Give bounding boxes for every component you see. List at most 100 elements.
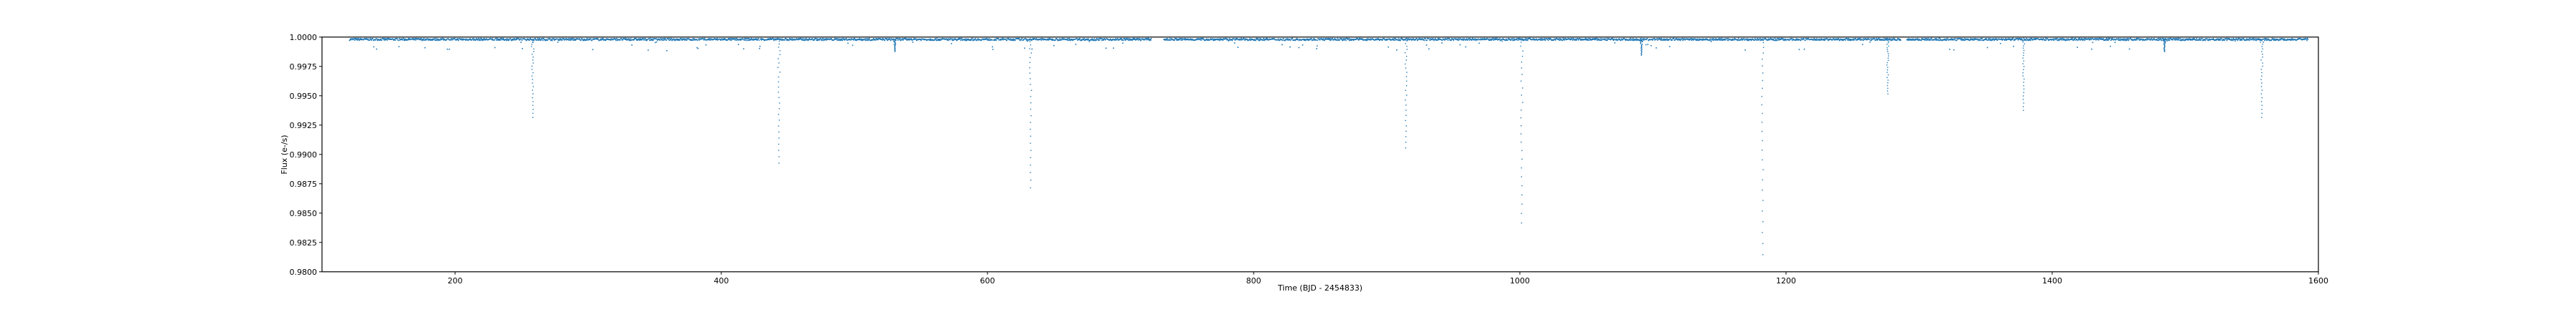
data-point (2240, 39, 2242, 41)
data-point (1689, 39, 1691, 41)
data-point (803, 39, 805, 41)
data-point (1757, 37, 1758, 39)
data-point (1179, 39, 1180, 41)
data-point (726, 39, 728, 42)
data-point (1914, 38, 1916, 40)
dip-point (893, 40, 894, 42)
data-point (1001, 39, 1002, 41)
data-point (1737, 39, 1739, 42)
data-point (1468, 38, 1470, 39)
data-point (1978, 39, 1980, 40)
data-point (394, 39, 395, 41)
data-point (708, 38, 710, 39)
data-point (2162, 37, 2164, 39)
data-point (1883, 38, 1885, 39)
data-point (904, 37, 907, 39)
dip-point (2261, 51, 2263, 52)
data-point (899, 38, 901, 39)
data-point (1785, 38, 1786, 40)
data-point (1259, 37, 1262, 39)
data-point (1956, 39, 1958, 42)
dip-point (533, 51, 535, 52)
data-point (1719, 38, 1720, 40)
data-point (1075, 44, 1077, 45)
data-point (723, 38, 725, 39)
data-point (920, 39, 922, 42)
data-point (825, 38, 827, 39)
data-point (860, 39, 862, 40)
data-point (1199, 38, 1201, 39)
data-point (821, 38, 824, 40)
data-point (389, 38, 391, 40)
data-point (1444, 39, 1445, 41)
data-point (1470, 38, 1472, 40)
data-point (1023, 38, 1025, 40)
data-point (2073, 39, 2074, 41)
data-point (1986, 39, 1988, 41)
data-point (1130, 39, 1132, 41)
data-point (2243, 38, 2245, 39)
data-point (582, 38, 583, 40)
data-point (2185, 39, 2186, 42)
data-point (987, 39, 989, 40)
data-point (1093, 38, 1096, 40)
data-point (2065, 39, 2067, 42)
data-point (1083, 39, 1085, 41)
data-point (1548, 38, 1550, 39)
data-point (1173, 39, 1174, 42)
data-point (1125, 38, 1126, 39)
data-point (1433, 39, 1435, 41)
data-point (1973, 39, 1975, 42)
dip-point (1888, 45, 1890, 47)
data-point (1342, 38, 1344, 40)
data-point (809, 37, 810, 39)
data-point (2263, 42, 2264, 43)
data-point (722, 39, 723, 41)
data-point (1259, 38, 1260, 40)
data-point (2067, 38, 2069, 39)
data-point (1533, 39, 1535, 41)
data-point (2189, 39, 2191, 41)
data-point (805, 37, 807, 39)
data-point (1999, 42, 2001, 44)
data-point (1023, 39, 1025, 41)
data-point (1400, 38, 1402, 40)
data-point (872, 38, 874, 40)
data-point (535, 37, 537, 39)
data-point (2201, 38, 2203, 40)
data-point (443, 38, 445, 40)
data-point (2257, 39, 2258, 40)
data-point (1987, 39, 1989, 41)
data-point (2223, 39, 2224, 41)
dip-point (1641, 49, 1643, 51)
data-point (1850, 39, 1852, 42)
data-point (2070, 37, 2072, 39)
data-point (1863, 39, 1865, 42)
data-point (2031, 38, 2033, 40)
data-point (705, 44, 707, 46)
data-point (730, 39, 731, 41)
data-point (1246, 39, 1248, 40)
dip-point (779, 50, 781, 52)
data-point (886, 38, 887, 39)
data-point (1113, 39, 1115, 40)
data-point (2241, 39, 2243, 41)
data-point (2262, 39, 2264, 40)
data-point (570, 38, 571, 40)
data-point (1093, 39, 1095, 41)
data-point (2078, 39, 2080, 40)
data-point (731, 38, 733, 39)
data-point (1606, 39, 1609, 42)
data-point (663, 39, 665, 42)
data-point (2237, 39, 2239, 40)
data-point (758, 47, 761, 49)
data-point (2061, 39, 2062, 40)
data-point (462, 39, 463, 41)
data-point (724, 38, 726, 39)
data-point (2047, 38, 2049, 40)
dip-point (2023, 102, 2024, 104)
data-point (1311, 38, 1312, 39)
data-point (877, 39, 879, 41)
data-point (387, 38, 389, 40)
data-point (1068, 38, 1069, 39)
